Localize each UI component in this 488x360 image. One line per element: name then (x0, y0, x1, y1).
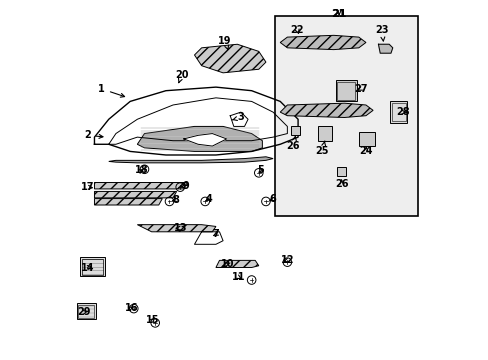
Text: 13: 13 (173, 223, 186, 233)
Text: 9: 9 (181, 181, 188, 191)
Bar (358, 132, 374, 146)
Text: 29: 29 (77, 307, 90, 317)
Polygon shape (280, 35, 365, 50)
Text: 16: 16 (124, 303, 138, 313)
Polygon shape (137, 126, 262, 152)
Text: 25: 25 (315, 141, 328, 157)
Polygon shape (183, 134, 226, 146)
Text: 8: 8 (172, 195, 179, 204)
Bar (335, 80, 356, 102)
Text: 26: 26 (286, 136, 299, 151)
Bar (82, 258, 103, 275)
Bar (391, 103, 405, 121)
Text: 12: 12 (280, 255, 293, 265)
Bar (80, 257, 105, 276)
Text: 20: 20 (175, 69, 188, 83)
Text: 27: 27 (353, 84, 366, 94)
Text: 3: 3 (232, 112, 244, 122)
Polygon shape (280, 103, 372, 117)
Polygon shape (94, 199, 162, 205)
Text: 10: 10 (220, 259, 234, 269)
Text: 28: 28 (396, 107, 409, 117)
Text: 17: 17 (81, 182, 94, 192)
Polygon shape (194, 44, 265, 73)
Text: 21: 21 (331, 9, 346, 19)
Polygon shape (108, 157, 272, 163)
Text: 21: 21 (332, 9, 345, 19)
Polygon shape (137, 225, 216, 232)
Text: 19: 19 (218, 36, 231, 50)
Text: 2: 2 (84, 130, 103, 140)
Text: 11: 11 (231, 272, 244, 282)
Text: 5: 5 (257, 165, 264, 175)
Polygon shape (378, 44, 392, 53)
Text: 6: 6 (269, 194, 276, 204)
Text: 26: 26 (334, 179, 348, 189)
Text: 24: 24 (359, 147, 372, 157)
Bar (78, 305, 94, 318)
Text: 1: 1 (98, 84, 124, 97)
Bar (317, 126, 331, 141)
Bar (274, 16, 417, 216)
Text: 15: 15 (145, 315, 159, 325)
Bar (77, 303, 96, 319)
Polygon shape (94, 192, 176, 198)
Bar (389, 102, 407, 123)
Bar (290, 126, 299, 135)
Text: 14: 14 (81, 262, 94, 273)
Text: 18: 18 (135, 165, 148, 175)
Polygon shape (94, 183, 187, 189)
Text: 22: 22 (290, 25, 304, 35)
Text: 4: 4 (205, 194, 212, 203)
Text: 7: 7 (212, 229, 219, 239)
Text: 23: 23 (374, 25, 388, 41)
Bar (337, 167, 346, 176)
Polygon shape (216, 260, 258, 267)
Bar (337, 82, 354, 100)
